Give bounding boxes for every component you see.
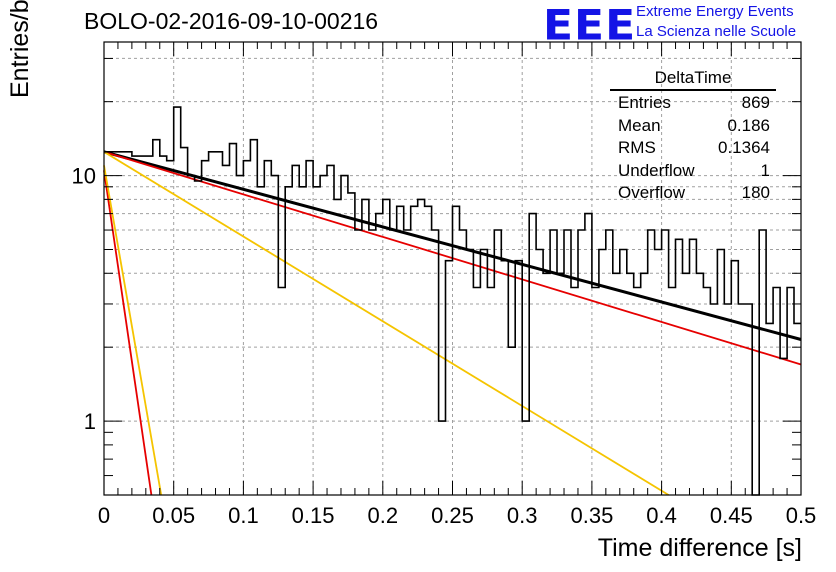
- x-tick-label: 0.45: [710, 503, 753, 528]
- x-axis-label: Time difference [s]: [597, 534, 802, 562]
- y-axis-ticks: 1 10: [72, 57, 801, 477]
- stats-row: Mean 0.186: [610, 115, 776, 138]
- stat-value: 180: [741, 183, 770, 202]
- stats-title: DeltaTime: [610, 68, 776, 91]
- x-tick-label: 0.05: [152, 503, 195, 528]
- logo-text-line1: Extreme Energy Events: [636, 3, 794, 20]
- stat-label: Overflow: [618, 183, 686, 202]
- x-tick-label: 0.15: [292, 503, 335, 528]
- x-tick-label: 0.5: [786, 503, 817, 528]
- x-tick-label: 0.2: [368, 503, 399, 528]
- histogram-series: [104, 106, 801, 496]
- x-axis-ticks: 0 0.05 0.1 0.15 0.2 0.25 0.3 0.35 0.4 0.45 0.5: [98, 42, 816, 528]
- stats-row: Underflow 1: [610, 160, 776, 183]
- stat-value: 0.186: [727, 115, 770, 135]
- fit-red-fast: [103, 170, 153, 496]
- x-tick-label: 0.25: [431, 503, 474, 528]
- stat-label: Underflow: [618, 160, 695, 180]
- stats-row: Overflow 180: [610, 182, 776, 205]
- stats-box: DeltaTime Entries 869 Mean 0.186 RMS 0.1364…: [610, 68, 776, 205]
- x-tick-label: 0: [98, 503, 110, 528]
- y-tick-label: 10: [72, 164, 96, 189]
- y-axis-label: Entries/bin: [6, 0, 34, 98]
- stat-value: 0.1364: [718, 138, 770, 157]
- stat-value: 1: [760, 160, 770, 180]
- histogram-outline: [104, 106, 801, 496]
- stat-label: Mean: [618, 115, 661, 135]
- chart-title: BOLO-02-2016-09-10-00216: [84, 8, 379, 34]
- x-tick-label: 0.4: [646, 503, 677, 528]
- fit-yellow-fast: [103, 165, 163, 496]
- stat-label: Entries: [618, 93, 671, 112]
- x-tick-label: 0.1: [228, 503, 259, 528]
- stats-row: Entries 869: [610, 92, 776, 115]
- x-tick-label: 0.3: [507, 503, 538, 528]
- fit-yellow-slow: [103, 151, 670, 496]
- stat-label: RMS: [618, 138, 656, 157]
- stats-row: RMS 0.1364: [610, 137, 776, 160]
- logo-text-line2: La Scienza nelle Scuole: [636, 23, 797, 40]
- x-tick-label: 0.35: [570, 503, 613, 528]
- y-tick-label: 1: [84, 409, 96, 434]
- stat-value: 869: [741, 93, 770, 112]
